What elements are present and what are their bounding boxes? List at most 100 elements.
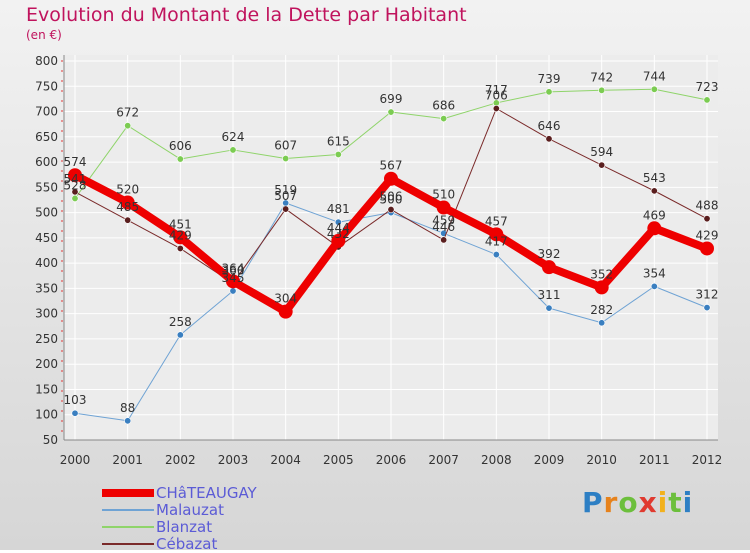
legend-label: Malauzat [156,500,224,519]
data-label: 429 [696,228,719,242]
y-tick-label: 100 [35,408,58,422]
data-label: 574 [64,155,87,169]
legend-item: Cébazat [102,535,257,552]
data-point [598,86,606,94]
y-tick-label: 350 [35,281,58,295]
data-point [542,260,556,275]
data-point [545,304,553,312]
data-label: 686 [432,99,455,113]
data-point [489,227,504,242]
data-point [650,187,658,195]
data-point [647,221,662,236]
data-label: 567 [380,159,403,173]
data-point [440,236,448,244]
data-label: 519 [274,183,297,197]
data-label: 744 [643,69,666,83]
data-point [173,230,188,245]
y-tick-label: 700 [35,105,58,119]
legend-item: Blanzat [102,518,257,535]
x-tick-label: 2000 [60,453,91,467]
y-tick-label: 300 [35,307,58,321]
data-point [545,88,553,96]
data-label: 88 [120,401,135,415]
data-point [492,105,500,113]
legend-swatch [102,542,154,545]
y-tick-label: 150 [35,382,58,396]
y-tick-label: 400 [35,256,58,270]
y-tick-label: 50 [43,433,58,447]
data-point [124,216,132,224]
data-point [176,244,184,252]
x-tick-label: 2010 [586,453,617,467]
data-label: 103 [64,393,87,407]
data-label: 469 [643,208,666,222]
legend-label: Blanzat [156,517,213,536]
legend-item: CHâTEAUGAY [102,484,257,501]
data-point [598,319,606,327]
y-tick-label: 200 [35,357,58,371]
data-label: 481 [327,202,350,216]
data-point [331,233,346,248]
data-point [71,194,79,202]
y-tick-label: 550 [35,180,58,194]
data-point [278,304,293,319]
data-point [650,282,658,290]
data-label: 646 [538,119,561,133]
data-point [440,115,448,123]
data-label: 432 [327,227,350,241]
data-label: 485 [116,200,139,214]
data-point [436,200,451,215]
x-tick-label: 2007 [428,453,459,467]
data-point [703,215,711,223]
data-label: 742 [590,70,613,84]
data-label: 444 [327,221,350,235]
legend-swatch [102,508,154,511]
data-label: 520 [116,182,139,196]
data-label: 429 [169,228,192,242]
data-point [334,218,342,226]
x-tick-label: 2009 [534,453,565,467]
data-point [650,85,658,93]
y-tick-label: 800 [35,54,58,68]
data-point [703,304,711,312]
data-point [71,188,79,196]
data-label: 594 [590,145,613,159]
data-label: 282 [590,303,613,317]
data-label: 528 [64,178,87,192]
data-label: 417 [485,235,508,249]
data-label: 457 [485,214,508,228]
x-tick-label: 2011 [639,453,670,467]
data-point [282,205,290,213]
data-label: 607 [274,139,297,153]
data-label: 543 [643,171,666,185]
data-label: 615 [327,134,350,148]
legend-swatch [102,525,154,528]
data-label: 354 [643,266,666,280]
data-label: 717 [485,83,508,97]
data-label: 451 [169,217,192,231]
x-tick-label: 2005 [323,453,354,467]
data-point [384,171,398,186]
x-tick-label: 2008 [481,453,512,467]
data-label: 311 [538,288,561,302]
data-label: 506 [380,190,403,204]
data-label: 345 [222,271,245,285]
data-label: 541 [64,172,87,186]
data-point [598,161,606,169]
data-point [226,274,240,289]
legend-label: Cébazat [156,534,218,553]
data-point [176,331,184,339]
data-point [229,287,237,295]
y-tick-label: 500 [35,206,58,220]
data-point [387,108,395,116]
x-tick-label: 2002 [165,453,196,467]
data-label: 352 [590,267,613,281]
x-tick-label: 2003 [218,453,249,467]
data-label: 699 [380,92,403,106]
data-point [594,280,609,295]
data-label: 507 [274,189,297,203]
x-tick-label: 2004 [270,453,301,467]
legend-label: CHâTEAUGAY [156,483,257,502]
